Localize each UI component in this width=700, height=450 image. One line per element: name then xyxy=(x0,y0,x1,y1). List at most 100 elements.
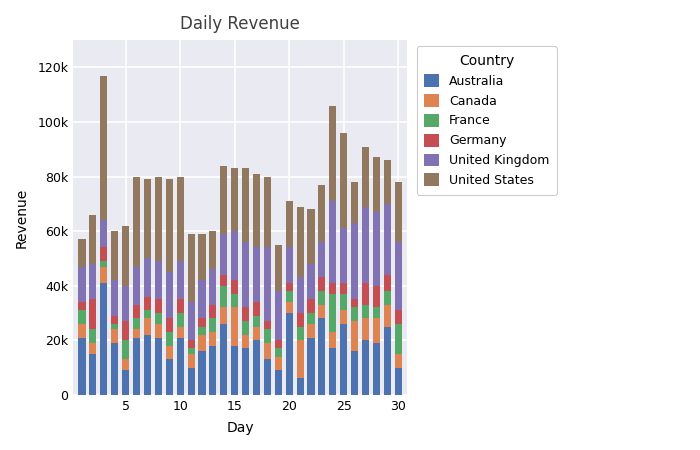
Bar xyxy=(231,280,238,294)
Bar xyxy=(373,286,380,307)
Bar xyxy=(362,305,369,319)
Bar xyxy=(220,307,228,324)
Bar xyxy=(242,335,249,348)
Bar xyxy=(188,302,195,340)
Bar xyxy=(155,299,162,313)
Bar xyxy=(209,231,216,269)
Bar xyxy=(90,264,97,299)
Bar xyxy=(198,280,206,319)
Bar xyxy=(307,313,314,324)
Bar xyxy=(318,184,326,242)
Bar xyxy=(362,340,369,395)
Bar xyxy=(198,351,206,395)
Bar xyxy=(373,158,380,212)
Bar xyxy=(307,299,314,313)
Bar xyxy=(351,321,358,351)
Bar xyxy=(176,338,183,395)
Bar xyxy=(395,368,402,395)
Bar xyxy=(329,201,337,283)
Bar xyxy=(111,343,118,395)
Bar xyxy=(100,261,107,266)
Bar xyxy=(275,291,282,340)
Bar xyxy=(78,310,85,324)
Bar xyxy=(318,291,326,305)
Bar xyxy=(275,245,282,291)
Bar xyxy=(100,266,107,283)
Bar xyxy=(395,182,402,242)
Bar xyxy=(220,275,228,286)
Bar xyxy=(111,329,118,343)
Bar xyxy=(166,346,173,360)
Bar xyxy=(78,239,85,266)
Bar xyxy=(297,278,304,313)
Bar xyxy=(264,248,271,321)
Bar xyxy=(231,168,238,231)
Bar xyxy=(318,242,326,278)
Bar xyxy=(111,280,118,316)
Bar xyxy=(90,329,97,343)
Bar xyxy=(307,324,314,338)
Bar xyxy=(209,305,216,319)
Bar xyxy=(340,294,347,310)
Bar xyxy=(176,176,183,261)
Y-axis label: Revenue: Revenue xyxy=(15,187,29,248)
Bar xyxy=(122,370,130,395)
Bar xyxy=(133,266,140,305)
Bar xyxy=(209,332,216,346)
Bar xyxy=(362,207,369,283)
Bar xyxy=(286,313,293,395)
Bar xyxy=(286,283,293,291)
Bar xyxy=(340,283,347,294)
Bar xyxy=(198,335,206,351)
Bar xyxy=(242,348,249,395)
Bar xyxy=(351,299,358,307)
Bar xyxy=(242,321,249,335)
Bar xyxy=(220,234,228,275)
Bar xyxy=(384,305,391,327)
Bar xyxy=(166,179,173,272)
Bar xyxy=(155,313,162,324)
Bar xyxy=(253,302,260,316)
Bar xyxy=(340,324,347,395)
Bar xyxy=(188,348,195,354)
Bar xyxy=(329,348,337,395)
Bar xyxy=(264,176,271,248)
Bar xyxy=(286,201,293,248)
Bar xyxy=(188,368,195,395)
Bar xyxy=(395,324,402,354)
Bar xyxy=(144,297,151,310)
Bar xyxy=(362,283,369,305)
Bar xyxy=(351,182,358,223)
Bar xyxy=(78,324,85,338)
Bar xyxy=(318,319,326,395)
Bar xyxy=(198,234,206,280)
Bar xyxy=(275,348,282,356)
Bar xyxy=(111,316,118,324)
Bar xyxy=(133,305,140,319)
Bar xyxy=(318,278,326,291)
Bar xyxy=(275,356,282,370)
Bar xyxy=(253,340,260,395)
Bar xyxy=(329,332,337,348)
Bar xyxy=(122,225,130,286)
Bar xyxy=(122,286,130,321)
Bar xyxy=(318,305,326,319)
Bar xyxy=(242,307,249,321)
Bar xyxy=(395,242,402,310)
Bar xyxy=(122,321,130,340)
Bar xyxy=(231,307,238,346)
Bar xyxy=(384,291,391,305)
Bar xyxy=(264,329,271,343)
Bar xyxy=(144,258,151,297)
Bar xyxy=(78,302,85,310)
Bar xyxy=(351,223,358,299)
Bar xyxy=(297,207,304,278)
Legend: Australia, Canada, France, Germany, United Kingdom, United States: Australia, Canada, France, Germany, Unit… xyxy=(416,46,557,194)
Bar xyxy=(122,340,130,360)
Bar xyxy=(188,354,195,368)
Bar xyxy=(155,261,162,299)
Bar xyxy=(209,269,216,305)
Bar xyxy=(220,324,228,395)
Bar xyxy=(362,319,369,340)
Bar xyxy=(395,354,402,368)
